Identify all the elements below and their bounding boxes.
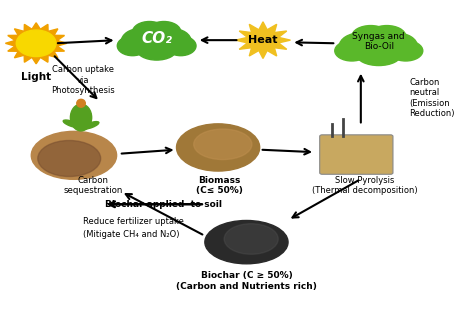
Ellipse shape (335, 41, 369, 61)
Ellipse shape (147, 22, 181, 42)
Circle shape (16, 30, 56, 56)
Ellipse shape (137, 38, 177, 60)
FancyBboxPatch shape (319, 135, 393, 174)
Ellipse shape (82, 122, 99, 129)
Text: Biochar applied  to soil: Biochar applied to soil (105, 200, 222, 209)
Ellipse shape (389, 41, 423, 61)
Ellipse shape (374, 33, 418, 60)
Text: (Mitigate CH₄ and N₂O): (Mitigate CH₄ and N₂O) (83, 230, 180, 238)
Ellipse shape (339, 33, 383, 60)
Text: Syngas and
Bio-Oil: Syngas and Bio-Oil (353, 32, 405, 51)
Ellipse shape (117, 36, 148, 56)
Text: Reduce fertilizer uptake: Reduce fertilizer uptake (83, 217, 184, 226)
Ellipse shape (205, 220, 288, 264)
Ellipse shape (165, 36, 196, 56)
Text: Light: Light (21, 72, 51, 82)
Ellipse shape (133, 22, 166, 42)
Ellipse shape (77, 99, 85, 107)
Ellipse shape (71, 104, 91, 131)
Text: Biomass
(C≤ 50%): Biomass (C≤ 50%) (196, 176, 243, 195)
Ellipse shape (351, 27, 407, 60)
Ellipse shape (121, 29, 160, 55)
Ellipse shape (38, 140, 100, 177)
Ellipse shape (194, 129, 252, 159)
Ellipse shape (132, 23, 182, 55)
Polygon shape (5, 23, 67, 64)
Ellipse shape (31, 131, 117, 179)
Text: Slow Pyrolysis
(Thermal decomposition): Slow Pyrolysis (Thermal decomposition) (312, 176, 418, 195)
Ellipse shape (368, 26, 406, 47)
Ellipse shape (356, 43, 401, 66)
Ellipse shape (176, 124, 260, 171)
Text: Biochar (C ≥ 50%)
(Carbon and Nutrients rich): Biochar (C ≥ 50%) (Carbon and Nutrients … (176, 271, 317, 291)
Ellipse shape (63, 120, 80, 127)
Text: Carbon
sequestration: Carbon sequestration (63, 176, 123, 195)
Text: Carbon uptake
via
Photosynthesis: Carbon uptake via Photosynthesis (52, 65, 115, 95)
Text: Heat: Heat (248, 35, 278, 45)
Ellipse shape (224, 224, 278, 254)
Ellipse shape (352, 26, 390, 47)
Text: Carbon
neutral
(Emission
Reduction): Carbon neutral (Emission Reduction) (410, 78, 455, 118)
Polygon shape (236, 22, 291, 58)
Ellipse shape (153, 29, 191, 55)
Text: CO₂: CO₂ (141, 31, 172, 46)
